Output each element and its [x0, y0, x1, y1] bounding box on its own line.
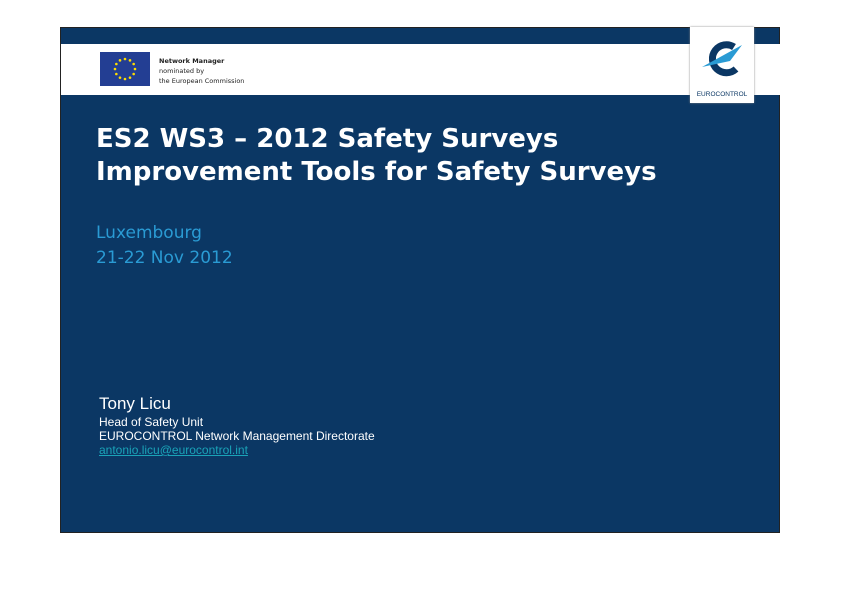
author-email-link[interactable]: antonio.licu@eurocontrol.int — [99, 443, 248, 457]
eu-star — [123, 77, 127, 81]
eu-flag-logo — [100, 52, 150, 86]
eu-star — [132, 72, 135, 76]
eu-star — [133, 67, 137, 71]
eu-star — [115, 72, 118, 76]
slide-background — [60, 27, 780, 533]
network-manager-text: Network Manager nominated by the Europea… — [159, 56, 244, 86]
logo-text: EUROCONTROL — [696, 91, 748, 98]
nm-line: nominated by — [159, 67, 205, 75]
title-line-1: ES2 WS3 – 2012 Safety Surveys — [96, 124, 559, 154]
eu-star — [123, 57, 127, 61]
nm-line: the European Commission — [159, 77, 245, 85]
eu-star — [115, 62, 118, 66]
eu-star — [118, 76, 122, 79]
header-band — [61, 44, 780, 95]
eu-star — [128, 59, 132, 62]
eu-star — [128, 76, 132, 79]
eu-star — [132, 62, 135, 66]
author-role: Head of Safety Unit — [99, 415, 204, 429]
eurocontrol-logo: EUROCONTROL — [690, 27, 754, 103]
event-date: 21-22 Nov 2012 — [96, 248, 233, 268]
eu-star — [113, 67, 117, 71]
author-name: Tony Licu — [99, 394, 171, 413]
title-line-2: Improvement Tools for Safety Surveys — [96, 157, 657, 187]
eurocontrol-emblem-icon — [702, 41, 742, 77]
nm-line: Network Manager — [159, 57, 225, 65]
event-location: Luxembourg — [96, 223, 202, 243]
author-org: EUROCONTROL Network Management Directora… — [99, 429, 375, 443]
eu-star — [118, 59, 122, 62]
